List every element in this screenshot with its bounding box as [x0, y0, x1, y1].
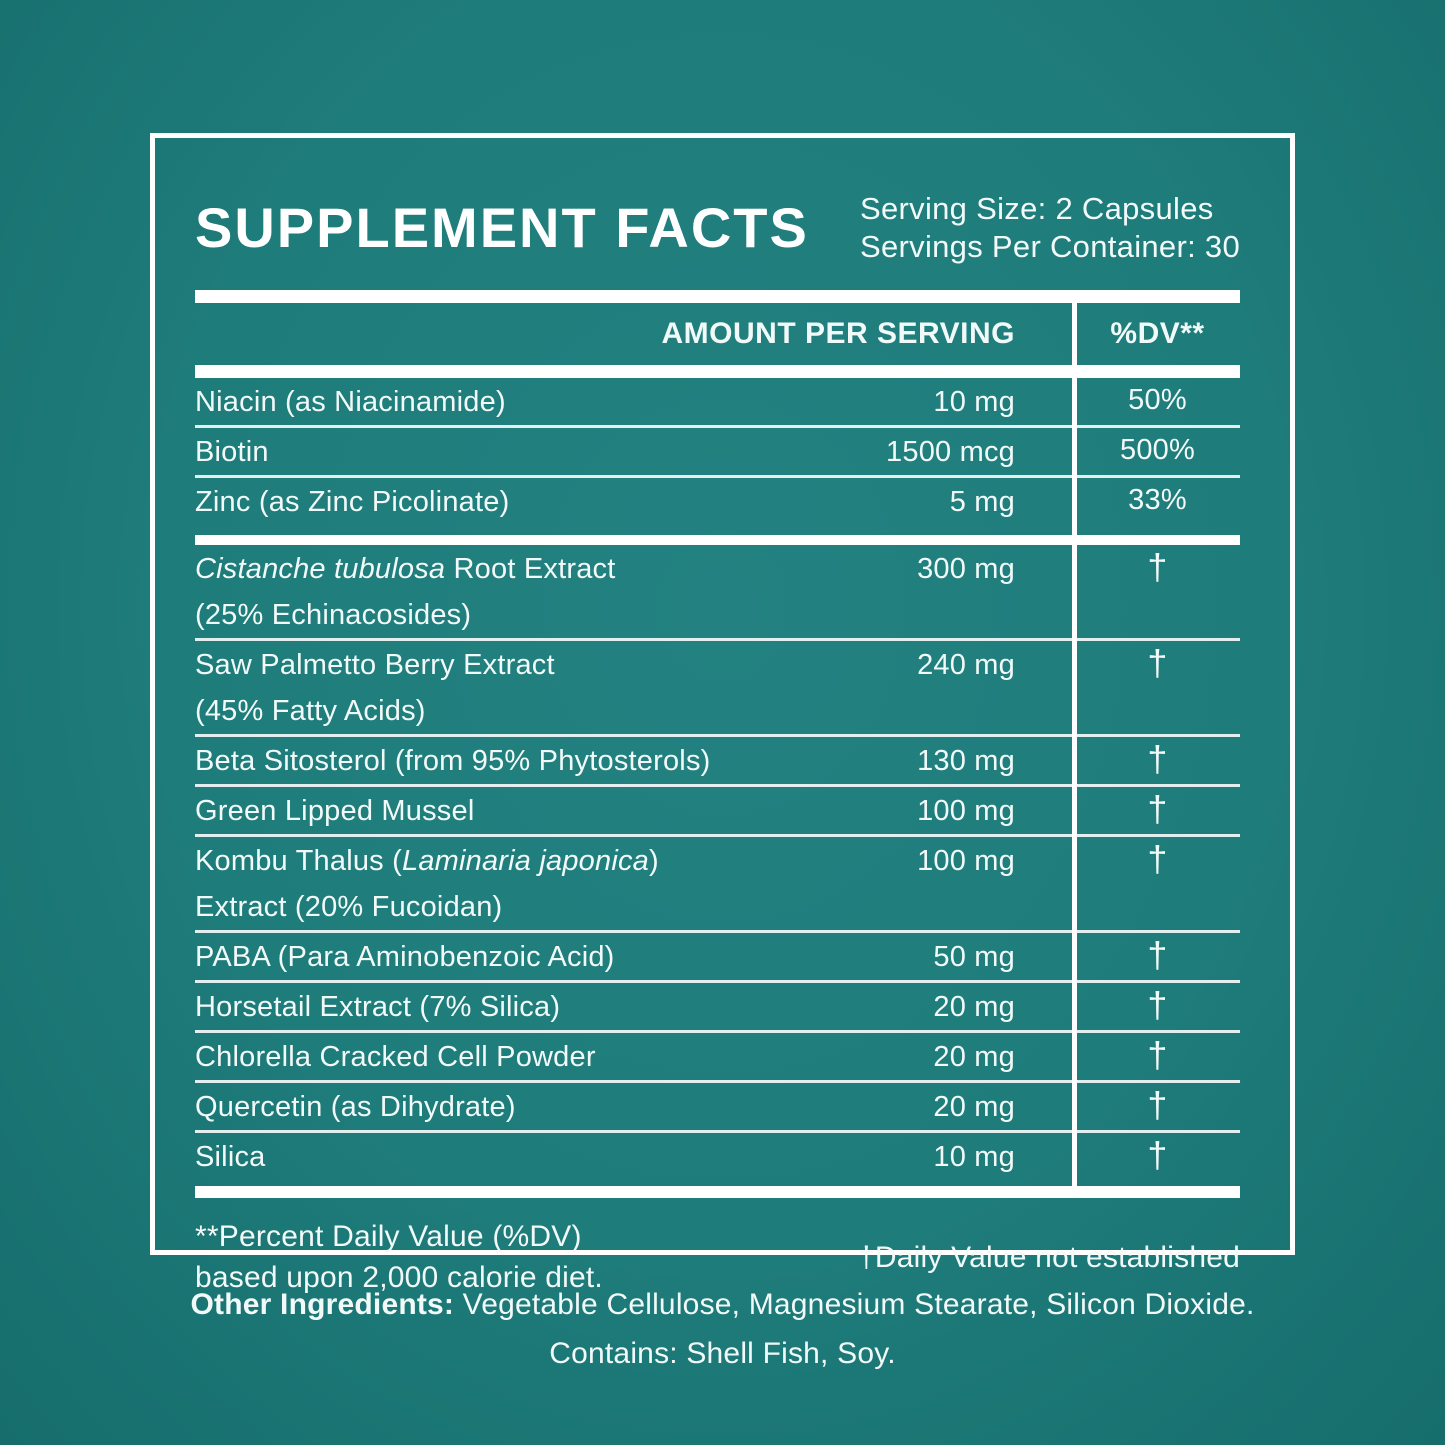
- other-ingredients-text: Vegetable Cellulose, Magnesium Stearate,…: [454, 1288, 1255, 1321]
- table-row: Niacin (as Niacinamide) 10 mg 50%: [195, 378, 1240, 425]
- ingredient-name: Saw Palmetto Berry Extract (45% Fatty Aci…: [195, 646, 775, 728]
- ingredient-name-line2: (25% Echinacosides): [195, 599, 472, 631]
- supplement-facts-panel: SUPPLEMENT FACTS Serving Size: 2 Capsule…: [150, 133, 1295, 1294]
- amount-value: 1500 mcg: [886, 436, 1015, 468]
- footnote-percent-dv-line2: based upon 2,000 calorie diet.: [195, 1261, 603, 1294]
- serving-size-text: Serving Size: 2 Capsules: [860, 191, 1214, 226]
- dv-dagger-symbol: †: [1147, 788, 1168, 829]
- ingredient-name: Niacin (as Niacinamide): [195, 386, 506, 418]
- dv-value: 50%: [1128, 384, 1187, 416]
- other-ingredients: Other Ingredients: Vegetable Cellulose, …: [0, 1286, 1445, 1373]
- ingredient-name-line2: Extract (20% Fucoidan): [195, 891, 503, 923]
- row-separator: [195, 734, 1240, 737]
- column-header-amount: AMOUNT PER SERVING: [661, 317, 1015, 350]
- amount-value: 20 mg: [933, 1091, 1015, 1123]
- table-row: PABA (Para Aminobenzoic Acid) 50 mg †: [195, 933, 1240, 980]
- servings-per-container-text: Servings Per Container: 30: [860, 229, 1240, 264]
- ingredient-name: Silica: [195, 1141, 266, 1173]
- column-divider: [1072, 303, 1077, 1186]
- dv-dagger-symbol: †: [1147, 1034, 1168, 1075]
- amount-value: 130 mg: [917, 745, 1015, 777]
- row-separator: [195, 638, 1240, 641]
- ingredient-name: Beta Sitosterol (from 95% Phytosterols): [195, 745, 711, 777]
- footnote-daily-value: †Daily Value not established: [858, 1240, 1240, 1274]
- row-separator: [195, 1130, 1240, 1133]
- table-row: Beta Sitosterol (from 95% Phytosterols) 1…: [195, 737, 1240, 784]
- ingredient-name-line2: (45% Fatty Acids): [195, 695, 426, 727]
- divider-bar-middle: [195, 535, 1240, 545]
- dv-dagger-symbol: †: [1147, 838, 1168, 879]
- row-separator: [195, 834, 1240, 837]
- amount-value: 20 mg: [933, 1041, 1015, 1073]
- amount-value: 20 mg: [933, 991, 1015, 1023]
- row-separator: [195, 475, 1240, 478]
- table-row: Saw Palmetto Berry Extract (45% Fatty Aci…: [195, 641, 1240, 734]
- footnote-percent-dv: **Percent Daily Value (%DV) based upon 2…: [195, 1216, 858, 1298]
- row-separator: [195, 930, 1240, 933]
- table-row: Quercetin (as Dihydrate) 20 mg †: [195, 1083, 1240, 1130]
- footnotes: **Percent Daily Value (%DV) based upon 2…: [195, 1216, 1240, 1298]
- row-separator: [195, 1080, 1240, 1083]
- facts-table: AMOUNT PER SERVING %DV** Niacin (as Niac…: [195, 290, 1240, 1198]
- ingredient-name: PABA (Para Aminobenzoic Acid): [195, 941, 615, 973]
- ingredient-name: Quercetin (as Dihydrate): [195, 1091, 516, 1123]
- amount-value: 50 mg: [933, 941, 1015, 973]
- amount-value: 300 mg: [917, 553, 1015, 585]
- row-separator: [195, 980, 1240, 983]
- table-row: Cistanche tubulosa Root Extract (25% Echi…: [195, 545, 1240, 638]
- other-ingredients-label: Other Ingredients:: [190, 1288, 455, 1321]
- ingredient-name: Zinc (as Zinc Picolinate): [195, 486, 510, 518]
- footnote-percent-dv-line1: **Percent Daily Value (%DV): [195, 1220, 582, 1253]
- ingredient-name: Biotin: [195, 436, 269, 468]
- botanicals-group: Cistanche tubulosa Root Extract (25% Echi…: [195, 545, 1240, 1186]
- divider-bar-header: [195, 365, 1240, 378]
- row-separator: [195, 784, 1240, 787]
- amount-value: 240 mg: [917, 649, 1015, 681]
- table-header-row: AMOUNT PER SERVING %DV**: [195, 303, 1240, 365]
- column-header-dv: %DV**: [1110, 317, 1205, 350]
- vitamins-group: Niacin (as Niacinamide) 10 mg 50% Biotin 150…: [195, 378, 1240, 535]
- ingredient-name: Horsetail Extract (7% Silica): [195, 991, 561, 1023]
- contains-line: Contains: Shell Fish, Soy.: [549, 1337, 896, 1370]
- dv-dagger-symbol: †: [1147, 934, 1168, 975]
- table-row: Silica 10 mg †: [195, 1133, 1240, 1186]
- panel-header: SUPPLEMENT FACTS Serving Size: 2 Capsule…: [195, 190, 1240, 266]
- divider-bar-bottom: [195, 1186, 1240, 1198]
- amount-value: 100 mg: [917, 845, 1015, 877]
- row-separator: [195, 1030, 1240, 1033]
- table-row: Horsetail Extract (7% Silica) 20 mg †: [195, 983, 1240, 1030]
- dv-dagger-symbol: †: [1147, 984, 1168, 1025]
- ingredient-name: Kombu Thalus (Laminaria japonica) Extract…: [195, 842, 775, 924]
- divider-bar-top: [195, 290, 1240, 303]
- dv-dagger-symbol: †: [1147, 738, 1168, 779]
- amount-value: 5 mg: [949, 486, 1015, 518]
- table-row: Kombu Thalus (Laminaria japonica) Extract…: [195, 837, 1240, 930]
- other-ingredients-line: Other Ingredients: Vegetable Cellulose, …: [0, 1286, 1445, 1324]
- ingredient-name: Chlorella Cracked Cell Powder: [195, 1041, 596, 1073]
- serving-info: Serving Size: 2 Capsules Servings Per Co…: [860, 190, 1240, 266]
- amount-value: 10 mg: [933, 1141, 1015, 1173]
- row-separator: [195, 425, 1240, 428]
- dv-dagger-symbol: †: [1147, 1134, 1168, 1175]
- amount-value: 100 mg: [917, 795, 1015, 827]
- ingredient-name: Cistanche tubulosa Root Extract (25% Echi…: [195, 550, 775, 632]
- dv-value: 500%: [1120, 434, 1195, 466]
- page-title: SUPPLEMENT FACTS: [195, 196, 809, 259]
- ingredient-name: Green Lipped Mussel: [195, 795, 475, 827]
- table-row: Chlorella Cracked Cell Powder 20 mg †: [195, 1033, 1240, 1080]
- dv-dagger-symbol: †: [1147, 642, 1168, 683]
- table-row: Zinc (as Zinc Picolinate) 5 mg 33%: [195, 478, 1240, 535]
- dv-dagger-symbol: †: [1147, 1084, 1168, 1125]
- table-row: Green Lipped Mussel 100 mg †: [195, 787, 1240, 834]
- dv-dagger-symbol: †: [1147, 546, 1168, 587]
- dv-value: 33%: [1128, 484, 1187, 516]
- amount-value: 10 mg: [933, 386, 1015, 418]
- table-row: Biotin 1500 mcg 500%: [195, 428, 1240, 475]
